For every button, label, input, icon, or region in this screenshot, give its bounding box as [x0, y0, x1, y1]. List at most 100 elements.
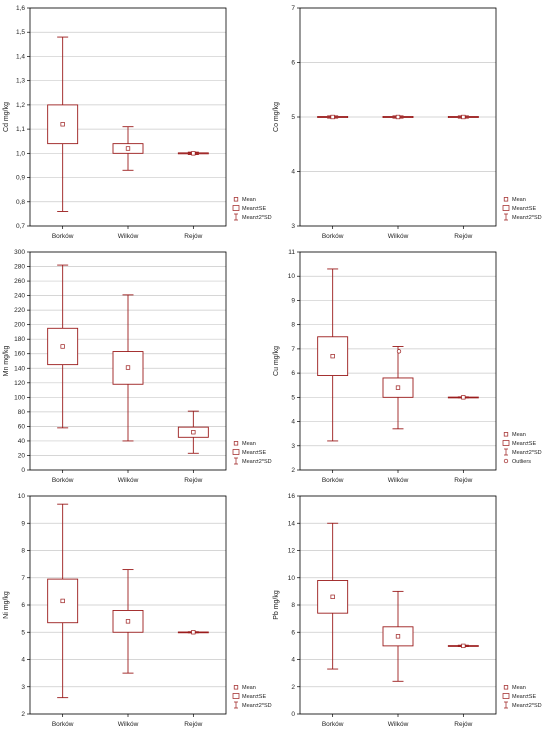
- y-tick-label: 120: [14, 380, 25, 387]
- chart-panel-1: 3 4 5 6 7 Co mg/kg Borków Wilków Rejów Mean Mean±S…: [273, 5, 542, 240]
- y-tick-label: 6: [21, 602, 25, 609]
- legend-mean-icon: [233, 441, 239, 446]
- x-tick-label: Borków: [52, 233, 74, 240]
- chart-panel-2: 0 20 40 60 80 100 120 140 160 180 200 220 240 260 280 3…: [3, 249, 272, 484]
- y-tick-label: 0,8: [16, 199, 25, 206]
- x-tick-label: Borków: [52, 721, 74, 728]
- y-tick-label: 4: [291, 169, 295, 176]
- legend-se-icon: [232, 449, 240, 455]
- y-tick-label: 4: [291, 657, 295, 664]
- mean-marker: [330, 354, 335, 359]
- y-tick-label: 60: [18, 423, 26, 430]
- x-tick-label: Rejów: [184, 477, 202, 484]
- legend-sd-icon: [504, 213, 508, 221]
- x-tick-label: Borków: [322, 477, 344, 484]
- legend-label: Mean±SE: [242, 694, 266, 700]
- y-tick-label: 1,3: [16, 78, 25, 85]
- legend-sd-icon: [504, 701, 508, 709]
- legend-label: Mean±2*SD: [242, 459, 272, 465]
- legend-label: Mean±SE: [242, 206, 266, 212]
- x-tick-label: Wilków: [118, 721, 139, 728]
- y-tick-label: 220: [14, 307, 25, 314]
- x-tick-label: Borków: [52, 477, 74, 484]
- mean-marker: [461, 643, 466, 649]
- y-tick-label: 0,9: [16, 175, 25, 182]
- y-tick-label: 6: [291, 60, 295, 67]
- legend-sd-icon: [504, 448, 508, 456]
- legend-sd-icon: [234, 457, 238, 465]
- y-tick-label: 8: [21, 548, 25, 555]
- x-tick-label: Wilków: [118, 233, 139, 240]
- mean-marker: [125, 365, 131, 370]
- legend-mean-icon: [503, 685, 509, 690]
- y-tick-label: 180: [14, 336, 25, 343]
- y-tick-label: 0,7: [16, 223, 25, 230]
- y-tick-label: 260: [14, 278, 25, 285]
- y-tick-label: 2: [291, 684, 295, 691]
- y-tick-label: 3: [291, 443, 295, 450]
- legend-mean-icon: [233, 685, 239, 690]
- legend-label: Mean: [242, 197, 256, 203]
- x-tick-label: Rejów: [184, 721, 202, 728]
- y-tick-label: 5: [291, 114, 295, 121]
- y-tick-label: 1,1: [16, 126, 25, 133]
- x-tick-label: Borków: [322, 721, 344, 728]
- y-tick-label: 240: [14, 293, 25, 300]
- y-tick-label: 14: [288, 520, 296, 527]
- y-tick-label: 7: [291, 5, 295, 12]
- mean-marker: [330, 594, 335, 599]
- y-tick-label: 6: [291, 370, 295, 377]
- y-axis-label: Pb mg/kg: [273, 590, 280, 620]
- outlier-marker: [396, 349, 402, 354]
- x-tick-label: Rejów: [454, 721, 472, 728]
- legend-label: Outliers: [512, 459, 531, 465]
- chart-panel-5: 0 2 4 6 8 10 12 14 16 Pb mg/kg Borków Wilków Rejów Me…: [273, 493, 542, 728]
- legend-sd-icon: [234, 701, 238, 709]
- y-tick-label: 160: [14, 351, 25, 358]
- legend-label: Mean: [512, 197, 526, 203]
- y-tick-label: 9: [291, 297, 295, 304]
- y-tick-label: 16: [288, 493, 296, 500]
- y-tick-label: 1,4: [16, 53, 25, 60]
- y-tick-label: 1,5: [16, 29, 25, 36]
- legend-label: Mean±SE: [512, 441, 536, 447]
- legend-outlier-icon: [503, 458, 509, 464]
- y-axis-label: Cd mg/kg: [3, 102, 10, 132]
- x-tick-label: Borków: [322, 233, 344, 240]
- mean-marker: [395, 634, 401, 639]
- legend-label: Mean: [242, 441, 256, 447]
- y-tick-label: 20: [18, 452, 26, 459]
- legend-se-icon: [232, 205, 240, 211]
- legend-label: Mean±2*SD: [242, 215, 272, 221]
- x-tick-label: Wilków: [118, 477, 139, 484]
- y-tick-label: 3: [291, 223, 295, 230]
- y-tick-label: 11: [288, 249, 295, 256]
- y-tick-label: 9: [21, 520, 25, 527]
- y-axis-label: Ni mg/kg: [3, 591, 10, 619]
- mean-marker: [60, 122, 65, 127]
- x-tick-label: Wilków: [388, 477, 409, 484]
- legend-se-icon: [502, 440, 510, 446]
- mean-marker: [330, 114, 335, 120]
- x-tick-label: Rejów: [184, 233, 202, 240]
- y-tick-label: 3: [21, 684, 25, 691]
- y-tick-label: 7: [21, 575, 25, 582]
- mean-marker: [125, 619, 131, 624]
- legend-label: Mean±SE: [512, 206, 536, 212]
- y-tick-label: 8: [291, 602, 295, 609]
- y-axis-label: Mn mg/kg: [3, 346, 10, 377]
- mean-marker: [191, 630, 196, 635]
- y-tick-label: 1,0: [16, 150, 25, 157]
- x-tick-label: Rejów: [454, 233, 472, 240]
- legend-label: Mean±SE: [512, 694, 536, 700]
- mean-marker: [395, 114, 401, 120]
- chart-panel-4: 2 3 4 5 6 7 8 9 10 Ni mg/kg Borków Wilków Rejów Mean M…: [3, 493, 272, 728]
- mean-marker: [191, 151, 196, 156]
- x-tick-label: Wilków: [388, 721, 409, 728]
- x-tick-label: Rejów: [454, 477, 472, 484]
- legend-label: Mean±2*SD: [242, 703, 272, 709]
- legend-label: Mean: [242, 685, 256, 691]
- y-tick-label: 7: [291, 346, 295, 353]
- y-tick-label: 10: [288, 273, 296, 280]
